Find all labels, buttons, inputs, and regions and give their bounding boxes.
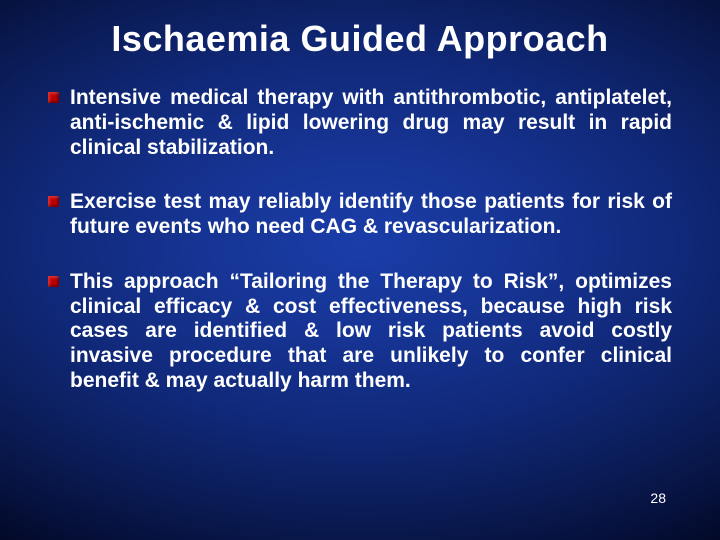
- bullet-list: Intensive medical therapy with antithrom…: [48, 86, 672, 394]
- bullet-item: Intensive medical therapy with antithrom…: [48, 86, 672, 160]
- slide: Ischaemia Guided Approach Intensive medi…: [0, 0, 720, 540]
- bullet-item: Exercise test may reliably identify thos…: [48, 190, 672, 240]
- bullet-item: This approach “Tailoring the Therapy to …: [48, 270, 672, 394]
- slide-title: Ischaemia Guided Approach: [48, 18, 672, 60]
- bullet-text: Intensive medical therapy with antithrom…: [70, 86, 672, 159]
- page-number: 28: [650, 490, 666, 506]
- bullet-text: This approach “Tailoring the Therapy to …: [70, 270, 672, 392]
- bullet-text: Exercise test may reliably identify thos…: [70, 190, 672, 238]
